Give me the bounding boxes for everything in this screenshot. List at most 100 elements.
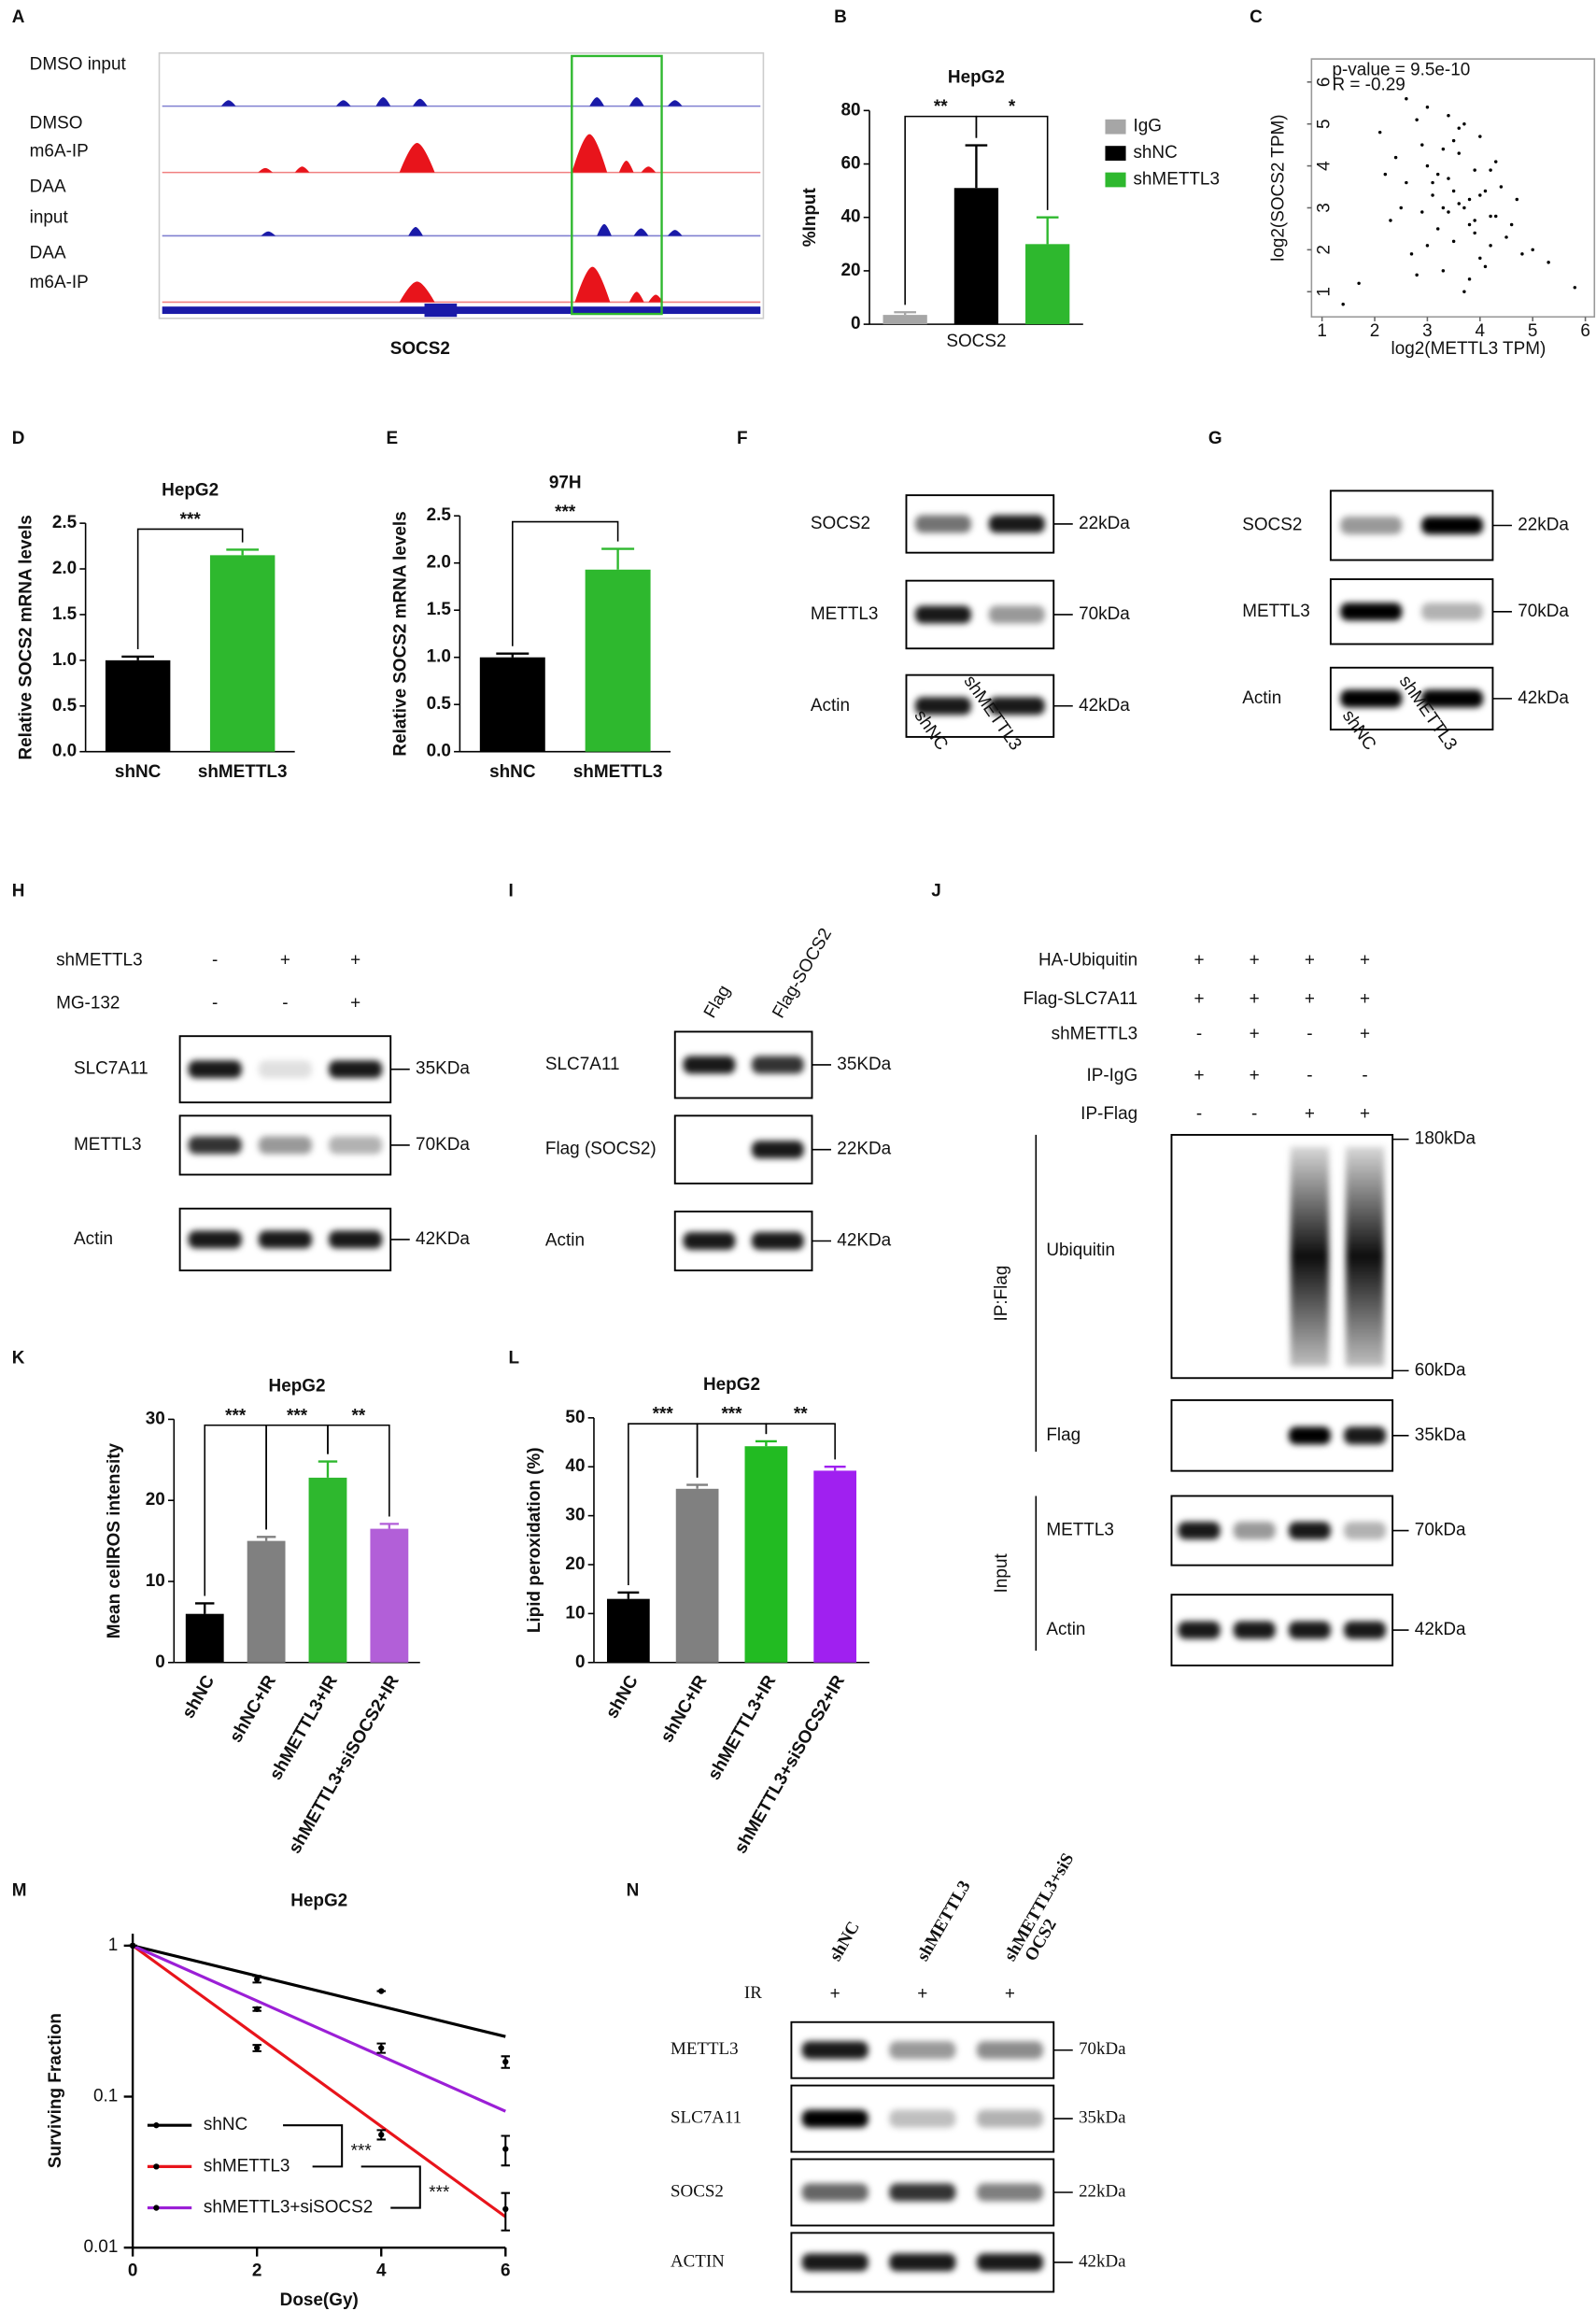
scatter-point [1462,290,1466,294]
row-label: Flag (SOCS2) [545,1140,657,1159]
error-bar [195,1602,215,1614]
condition-label: HA-Ubiquitin [1038,951,1137,971]
significance-label: *** [555,503,576,522]
track-peak [589,97,605,106]
x-tick-label: shMETTL3+siSOCS2+IR [285,1672,403,1857]
scatter-point [1441,147,1446,151]
row-label: Actin [811,696,850,716]
size-label: 22KDa [837,1140,891,1159]
row-label: Actin [1242,688,1281,708]
track-peak [335,100,351,106]
significance-bracket [765,1423,836,1460]
track-peak [574,266,611,303]
y-tick-label: 30 [146,1409,165,1428]
track-label: m6A-IP [30,273,89,292]
size-label: 22kDa [1079,2181,1126,2201]
blot-band [1340,517,1403,534]
y-tick-label: 2.5 [52,513,77,532]
y-axis-label: Relative SOCS2 mRNA levels [390,511,410,756]
fit-line [132,1944,507,2219]
scatter-point [1531,248,1534,252]
panel-letter: N [627,1880,640,1900]
condition-sign: + [917,1984,927,2004]
scatter-point [1573,286,1577,290]
blot-band [914,605,971,624]
data-point [254,2006,261,2012]
blot-band [683,1232,736,1250]
legend-marker [153,2163,160,2170]
significance-bracket [512,520,619,646]
scatter-point [1377,130,1382,135]
blot-band [1344,1426,1387,1445]
panel-letter: J [931,882,941,901]
track-peak [220,100,236,106]
scatter-point [1420,143,1424,147]
x-tick-label: 2 [1370,321,1380,341]
panel-letter: M [12,1880,27,1900]
y-tick-label: 80 [840,100,860,120]
significance-bracket [136,528,244,650]
gene-exon [424,304,458,318]
y-axis-label: Surviving Fraction [46,2013,65,2168]
scatter-point [1462,206,1466,210]
blot-band [1233,1522,1276,1540]
scatter-point [1447,113,1450,118]
blot-band [889,2041,956,2060]
condition-sign: + [1305,1104,1315,1124]
error-bar [601,547,635,570]
scatter-point [1504,235,1508,239]
chart-title: HepG2 [269,1377,326,1397]
size-label: 42kDa [1079,2251,1126,2271]
scatter-point [1393,155,1398,160]
condition-label: IR [744,1983,762,2003]
track-peak [641,166,657,173]
bar [675,1488,719,1663]
row-label: ACTIN [671,2251,725,2271]
condition-sign: - [1362,1066,1367,1085]
x-tick-label: shNC [602,1672,643,1723]
condition-label: Flag-SLC7A11 [1023,989,1137,1009]
error-bar [379,1523,400,1529]
scatter-point [1457,151,1461,155]
blot-band [1340,603,1403,621]
size-label: 70kDa [1415,1521,1466,1540]
blot-band [801,2253,869,2272]
y-tick-label: 0 [851,314,861,333]
data-point [378,2045,385,2051]
error-bar [496,652,530,658]
panel-letter: H [12,882,25,901]
scatter-point [1389,219,1392,222]
condition-sign: - [1196,1104,1202,1124]
error-bar [617,1591,640,1599]
scatter-point [1467,277,1472,281]
size-label: 35KDa [416,1059,470,1079]
x-tick-label: SOCS2 [946,332,1006,351]
track-peak [261,231,276,236]
x-tick-label: 4 [376,2261,387,2280]
scatter-point [1431,193,1434,197]
track-peak [633,228,649,236]
scatter-point [1478,135,1482,138]
scatter-point [1457,126,1461,130]
x-tick-label: 6 [501,2261,511,2280]
significance-bracket [283,2124,344,2168]
annotation: p-value = 9.5e-10 [1332,61,1470,80]
error-bar [686,1483,709,1489]
chart-title: HepG2 [290,1891,347,1910]
condition-label: IP-Flag [1080,1104,1137,1124]
y-tick-label: 0.0 [52,742,77,761]
y-tick-label: 0.01 [84,2237,119,2257]
size-label: 60kDa [1415,1360,1466,1380]
condition-sign: + [280,951,290,971]
scatter-point [1467,222,1472,227]
condition-sign: + [1250,1066,1260,1085]
scatter-point [1447,210,1450,214]
scatter-point [1357,281,1361,286]
annotation: R = -0.29 [1332,76,1405,95]
blot-band [751,1232,804,1250]
size-label: 42kDa [1079,696,1130,716]
y-tick-label: 0.5 [427,694,451,714]
blot-band [188,1230,242,1249]
blot-band [801,2041,869,2060]
y-tick-label: 2.5 [427,505,451,525]
